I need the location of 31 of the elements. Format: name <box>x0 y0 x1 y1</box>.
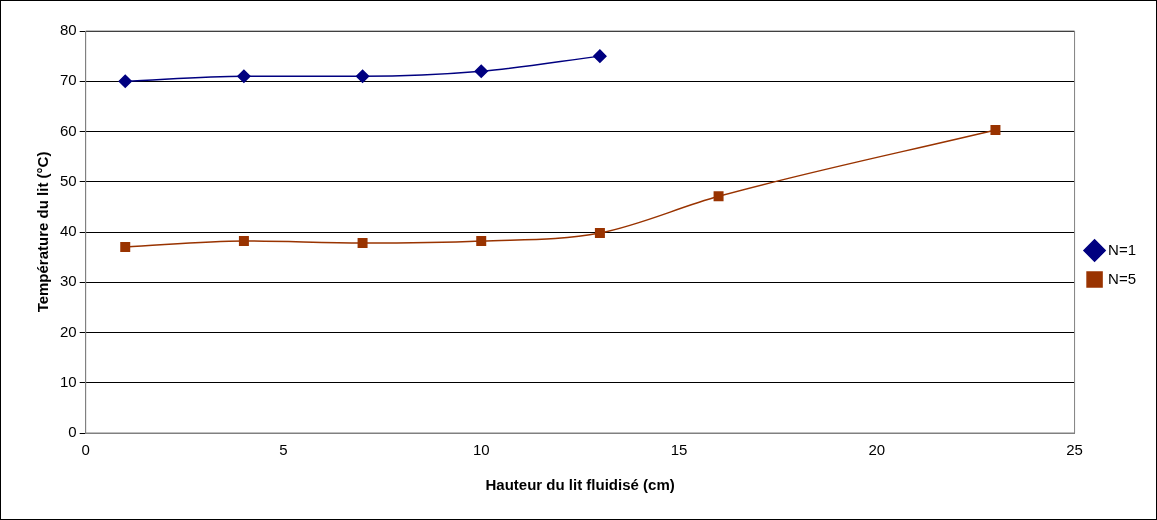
x-tick-label: 10 <box>472 441 490 459</box>
x-tick-label: 15 <box>670 441 688 459</box>
point <box>990 125 1001 135</box>
y-tick-label: 40 <box>60 222 77 240</box>
point <box>120 242 131 253</box>
y-axis-title: Température du lit (°C) <box>34 151 52 313</box>
y-tick-label: 0 <box>68 423 77 441</box>
y-tick-label: 80 <box>60 21 77 39</box>
x-tick-label: 20 <box>868 441 886 459</box>
point <box>238 236 249 247</box>
point <box>355 69 370 83</box>
y-tick-label: 30 <box>60 272 77 290</box>
legend-label: N=5 <box>1108 269 1136 287</box>
y-tick-label: 50 <box>60 171 77 189</box>
y-tick-label: 10 <box>60 372 77 390</box>
point <box>713 191 724 202</box>
point <box>594 228 605 238</box>
point <box>593 49 607 63</box>
point <box>474 64 488 78</box>
x-tick-label: 0 <box>81 441 90 459</box>
point <box>237 69 251 83</box>
point <box>476 236 487 247</box>
point <box>118 74 132 88</box>
point <box>357 238 368 249</box>
x-tick-label: 25 <box>1066 441 1083 459</box>
x-axis-title: Hauteur du lit fluidisé (cm) <box>485 476 675 494</box>
y-tick-label: 60 <box>60 121 77 139</box>
y-tick-label: 70 <box>60 71 77 89</box>
legend-label: N=1 <box>1108 240 1136 258</box>
x-tick-label: 5 <box>279 441 288 459</box>
y-tick-label: 20 <box>60 322 77 340</box>
